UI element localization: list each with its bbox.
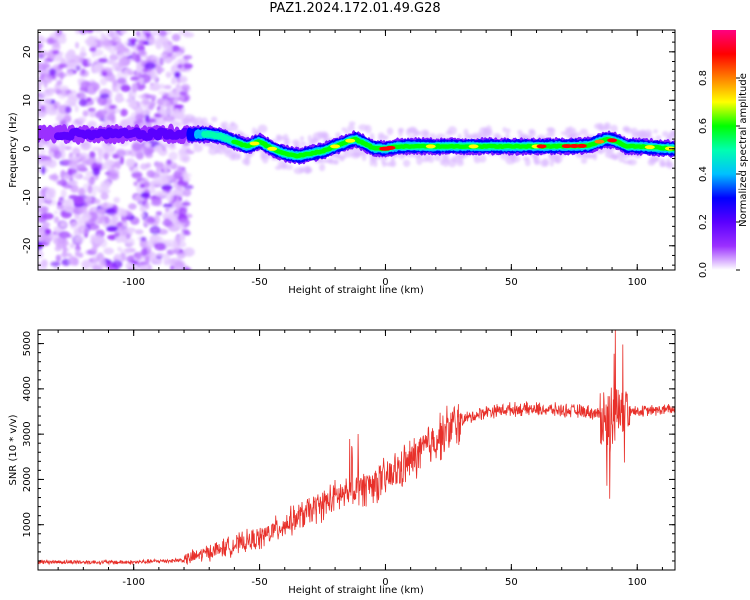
snr-panel: -100 -50 0 50 100 1000 2000 3000 4000 5000 Height… bbox=[8, 329, 676, 596]
spectrogram-x-axis-label: Height of straight line (km) bbox=[288, 285, 424, 296]
snr-y-axis-label: SNR (10 * v/v) bbox=[8, 414, 19, 485]
colorbar-tick-label: 0.2 bbox=[698, 214, 709, 230]
colorbar-tick-label: 0.4 bbox=[698, 166, 709, 182]
snr-x-tick-label: 100 bbox=[628, 577, 647, 588]
snr-x-axis-label: Height of straight line (km) bbox=[288, 585, 424, 596]
snr-x-tick-label: -50 bbox=[251, 577, 267, 588]
spectrogram-y-tick-label: 0 bbox=[22, 146, 33, 152]
colorbar-tick-label: 0.8 bbox=[698, 70, 709, 86]
spectrogram-x-tick-label: 100 bbox=[628, 277, 647, 288]
snr-axis-ticks: -100 -50 0 50 100 1000 2000 3000 4000 5000 bbox=[22, 330, 675, 588]
spectrogram-y-tick-label: -10 bbox=[22, 189, 33, 205]
spectrogram-y-tick-label: 10 bbox=[22, 94, 33, 107]
spectrogram-x-tick-label: -100 bbox=[122, 277, 145, 288]
spectrogram-y-tick-label: -20 bbox=[22, 238, 33, 254]
snr-x-tick-label: 50 bbox=[505, 577, 518, 588]
snr-y-tick-label: 5000 bbox=[22, 331, 33, 356]
snr-y-tick-label: 2000 bbox=[22, 467, 33, 492]
spectrogram-y-tick-label: 20 bbox=[22, 45, 33, 58]
spectral-ridge bbox=[38, 123, 675, 165]
snr-y-tick-label: 3000 bbox=[22, 421, 33, 446]
colorbar-label: Normalized spectral amplitude bbox=[738, 73, 749, 227]
chart-title: PAZ1.2024.172.01.49.G28 bbox=[269, 1, 441, 16]
snr-x-tick-label: 0 bbox=[382, 577, 388, 588]
colorbar-tick-label: 0.6 bbox=[698, 118, 709, 134]
colorbar: 0.0 0.2 0.4 0.6 0.8 Normalized spectral ampl… bbox=[698, 30, 749, 278]
snr-y-tick-label: 4000 bbox=[22, 376, 33, 401]
spectrogram-x-tick-label: 50 bbox=[505, 277, 518, 288]
snr-y-tick-label: 1000 bbox=[22, 512, 33, 537]
snr-x-tick-label: -100 bbox=[122, 577, 145, 588]
colorbar-tick-label: 0.0 bbox=[698, 262, 709, 278]
spectrogram-x-tick-label: 0 bbox=[382, 277, 388, 288]
spectrogram-x-tick-label: -50 bbox=[251, 277, 267, 288]
spectrogram-y-axis-label: Frequency (Hz) bbox=[8, 112, 19, 188]
snr-series-line bbox=[38, 330, 675, 566]
colorbar-ticks: 0.0 0.2 0.4 0.6 0.8 bbox=[698, 70, 740, 278]
spectrogram-heatmap bbox=[38, 30, 675, 270]
